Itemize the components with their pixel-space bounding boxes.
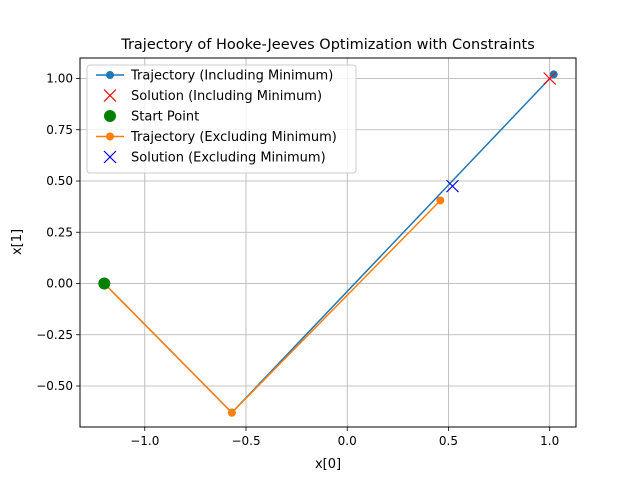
x-tick-label: 1.0 (540, 434, 559, 448)
legend-marker (104, 110, 116, 122)
axes-frame (79, 57, 577, 428)
plot-markers (98, 72, 557, 290)
legend-label: Start Point (131, 110, 199, 125)
x-axis-ticks: −1.0 −0.5 0.0 0.5 1.0 (130, 427, 559, 448)
x-tick-label: −0.5 (231, 434, 260, 448)
x-axis-label: x[0] (315, 457, 341, 472)
legend-item-solution-including-minimum: Solution (Including Minimum) (103, 89, 322, 104)
y-axis-label: x[1] (10, 229, 25, 255)
legend-label: Solution (Including Minimum) (131, 89, 322, 104)
trajectory-excluding-minimum-point (227, 408, 236, 417)
x-tick-label: −1.0 (130, 434, 159, 448)
y-tick-label: 0.50 (46, 174, 73, 188)
series-solution-including-minimum (543, 72, 557, 85)
trajectory-excluding-minimum-point (436, 196, 445, 205)
legend-label: Trajectory (Excluding Minimum) (130, 130, 337, 145)
legend-box (86, 64, 357, 174)
chart-title: Trajectory of Hooke-Jeeves Optimization … (120, 37, 535, 53)
legend-label: Trajectory (Including Minimum) (130, 69, 333, 84)
y-tick-label: 0.75 (46, 123, 73, 137)
legend-item-solution-excluding-minimum: Solution (Excluding Minimum) (103, 150, 326, 166)
legend-marker-stroke-b (103, 150, 117, 164)
legend-item-start-point: Start Point (104, 110, 199, 125)
series-solution-excluding-minimum (446, 179, 459, 193)
legend-item-trajectory-excluding-minimum: Trajectory (Excluding Minimum) (96, 130, 337, 145)
x-tick-label: 0.0 (338, 434, 357, 448)
start-point-marker (98, 277, 111, 290)
x-tick-label: 0.5 (439, 434, 458, 448)
y-tick-label: 0.25 (46, 225, 73, 239)
y-tick-label: −0.50 (36, 379, 73, 393)
y-tick-label: −0.25 (36, 328, 73, 342)
legend: Trajectory (Including Minimum) Solution (… (86, 64, 357, 174)
solution-including-minimum-marker-stroke-b (543, 72, 557, 85)
y-axis-ticks: −0.50 −0.25 0.00 0.25 0.50 0.75 1.00 (36, 72, 80, 393)
legend-marker (106, 71, 114, 79)
series-start-point (98, 277, 111, 290)
y-tick-label: 1.00 (46, 72, 73, 86)
legend-marker-stroke-b (103, 89, 117, 102)
solution-excluding-minimum-marker-stroke-b (446, 179, 459, 193)
y-tick-label: 0.00 (46, 277, 73, 291)
legend-item-trajectory-including-minimum: Trajectory (Including Minimum) (96, 69, 333, 84)
legend-label: Solution (Excluding Minimum) (131, 151, 326, 166)
legend-marker (106, 132, 114, 141)
